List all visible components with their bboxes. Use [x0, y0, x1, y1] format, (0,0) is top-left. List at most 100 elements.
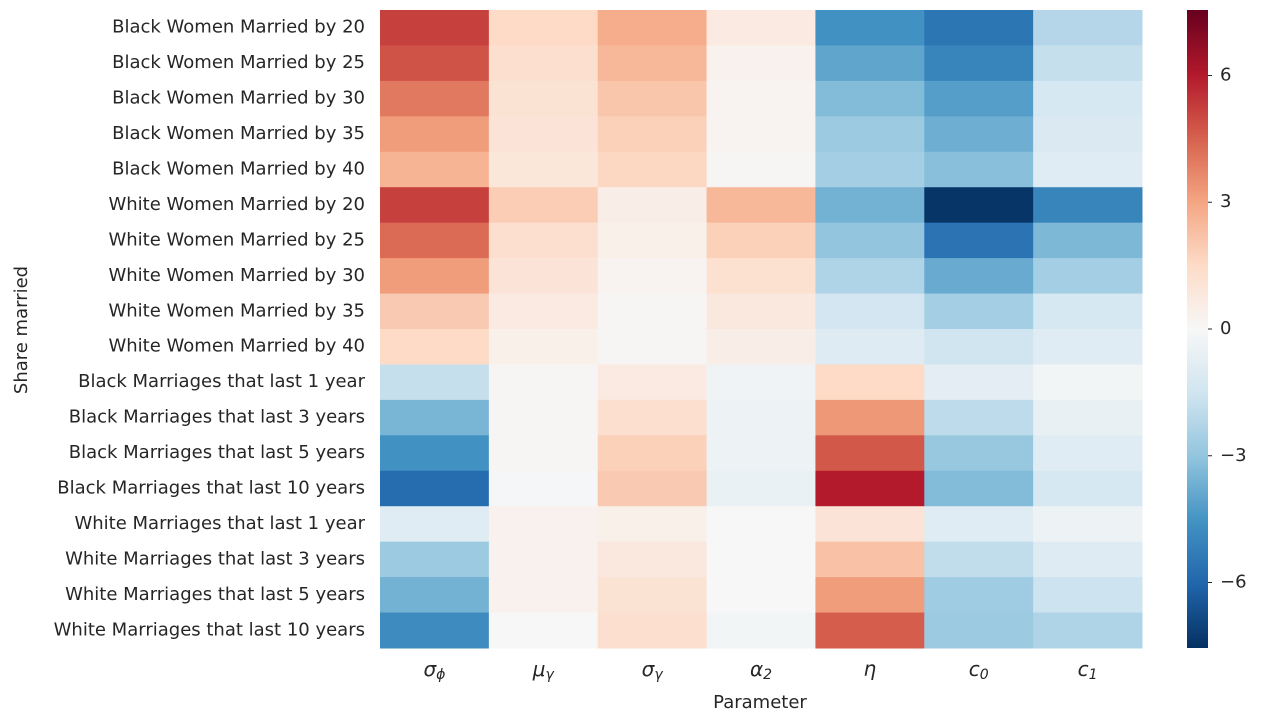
- heatmap-cell: [597, 10, 708, 46]
- heatmap-cell: [706, 435, 816, 472]
- heatmap-cell: [706, 293, 816, 330]
- column-label: c1: [1078, 657, 1098, 684]
- heatmap-cell: [1033, 577, 1143, 614]
- heatmap-cell: [815, 258, 925, 295]
- heatmap-cell: [380, 222, 490, 259]
- heatmap-cell: [815, 116, 925, 153]
- row-label: White Marriages that last 5 years: [65, 584, 365, 605]
- colorbar-tick-label: 3: [1220, 191, 1231, 212]
- heatmap-cell: [597, 399, 708, 436]
- row-label: White Women Married by 35: [108, 300, 365, 321]
- heatmap-cell: [1033, 258, 1143, 295]
- heatmap-cell: [1033, 187, 1143, 224]
- heatmap-cell: [1033, 293, 1143, 330]
- column-label: η: [864, 657, 877, 681]
- heatmap-cell: [924, 45, 1034, 82]
- heatmap-cell: [815, 222, 925, 259]
- heatmap-cell: [597, 364, 708, 401]
- heatmap-cell: [597, 612, 708, 649]
- heatmap-cell: [924, 399, 1034, 436]
- heatmap-cell: [380, 80, 490, 117]
- heatmap-cell: [815, 329, 925, 365]
- column-label: σϕ: [423, 657, 445, 684]
- heatmap-cell: [1033, 470, 1143, 507]
- heatmap-cell: [380, 151, 490, 188]
- heatmap-cell: [488, 541, 599, 578]
- column-label: α2: [750, 657, 772, 684]
- heatmap-cell: [815, 10, 925, 46]
- column-label: c0: [969, 657, 989, 684]
- row-label: Black Women Married by 20: [112, 17, 365, 38]
- colorbar-tick-label: 0: [1220, 318, 1231, 339]
- heatmap-cell: [815, 45, 925, 82]
- heatmap-cell: [597, 45, 708, 82]
- heatmap-cell: [380, 329, 490, 365]
- heatmap-cell: [1033, 506, 1143, 543]
- row-label: White Women Married by 25: [108, 229, 365, 250]
- heatmap-cell: [488, 187, 599, 224]
- heatmap-cell: [706, 329, 816, 365]
- heatmap-cell: [1033, 329, 1143, 365]
- heatmap-cell: [1033, 541, 1143, 578]
- heatmap-cell: [1033, 399, 1143, 436]
- heatmap-cell: [924, 293, 1034, 330]
- heatmap-cell: [380, 293, 490, 330]
- heatmap-cell: [924, 470, 1034, 507]
- heatmap-cell: [815, 612, 925, 649]
- heatmap-cell: [597, 577, 708, 614]
- heatmap-cell: [597, 506, 708, 543]
- heatmap-cell: [815, 399, 925, 436]
- heatmap-cell: [1033, 45, 1143, 82]
- heatmap-cell: [488, 506, 599, 543]
- heatmap-cell: [1033, 151, 1143, 188]
- row-label: White Women Married by 20: [108, 194, 365, 215]
- heatmap-cell: [488, 116, 599, 153]
- heatmap-cell: [597, 80, 708, 117]
- heatmap-cell: [924, 187, 1034, 224]
- row-label: White Women Married by 40: [108, 336, 365, 357]
- heatmap-cell: [380, 399, 490, 436]
- heatmap-cell: [706, 612, 816, 649]
- heatmap-cell: [380, 364, 490, 401]
- colorbar: [1187, 10, 1208, 648]
- heatmap-cell: [815, 541, 925, 578]
- heatmap-cell: [488, 10, 599, 46]
- colorbar-tick-label: −6: [1220, 572, 1247, 593]
- heatmap-cell: [380, 612, 490, 649]
- heatmap-cell: [488, 577, 599, 614]
- heatmap-cell: [488, 470, 599, 507]
- heatmap-cell: [706, 364, 816, 401]
- row-label: Black Women Married by 30: [112, 88, 365, 109]
- heatmap-cell: [597, 329, 708, 365]
- heatmap-cell: [706, 45, 816, 82]
- heatmap-cell: [488, 399, 599, 436]
- heatmap-cell: [924, 506, 1034, 543]
- row-label: Black Marriages that last 10 years: [57, 478, 365, 499]
- heatmap-cell: [597, 187, 708, 224]
- colorbar-tick-label: 6: [1220, 64, 1231, 85]
- row-label: Black Marriages that last 5 years: [69, 442, 365, 463]
- heatmap-cell: [815, 187, 925, 224]
- row-label: White Marriages that last 1 year: [74, 513, 365, 534]
- heatmap-cell: [1033, 364, 1143, 401]
- heatmap-cell: [706, 116, 816, 153]
- column-label: μγ: [532, 657, 555, 684]
- heatmap-cell: [488, 435, 599, 472]
- heatmap-cell: [597, 222, 708, 259]
- heatmap-cell: [924, 258, 1034, 295]
- heatmap-cell: [924, 435, 1034, 472]
- heatmap-cell: [706, 399, 816, 436]
- heatmap-cell: [815, 577, 925, 614]
- heatmap-cell: [706, 10, 816, 46]
- heatmap-cell: [815, 506, 925, 543]
- heatmap-cell: [380, 506, 490, 543]
- heatmap-cell: [1033, 612, 1143, 649]
- heatmap-cell: [488, 80, 599, 117]
- heatmap-cell: [924, 364, 1034, 401]
- heatmap-cell: [815, 80, 925, 117]
- heatmap-cell: [380, 470, 490, 507]
- heatmap-cell: [924, 10, 1034, 46]
- heatmap-cell: [380, 258, 490, 295]
- heatmap-cell: [488, 151, 599, 188]
